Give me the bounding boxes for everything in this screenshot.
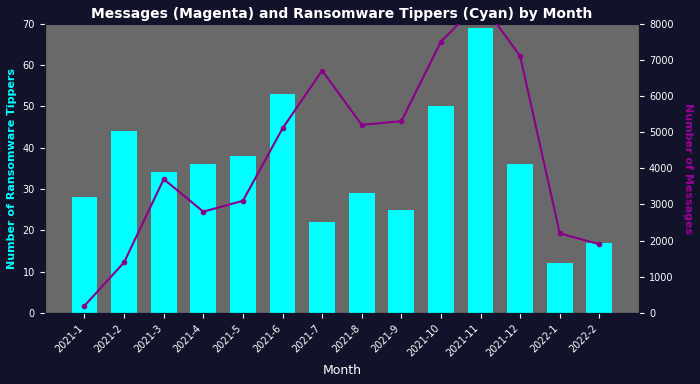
Bar [111,131,137,313]
Y-axis label: Number of Ransomware Tippers: Number of Ransomware Tippers [7,68,17,269]
Bar [150,172,176,313]
Title: Messages (Magenta) and Ransomware Tippers (Cyan) by Month: Messages (Magenta) and Ransomware Tipper… [91,7,593,21]
Bar [230,156,256,313]
Bar [547,263,573,313]
Y-axis label: Number of Messages: Number of Messages [683,103,693,234]
Bar [587,243,612,313]
Bar [508,164,533,313]
Bar [428,106,454,313]
Bar [349,193,375,313]
Bar [468,28,493,313]
Bar [389,210,414,313]
Bar [270,94,295,313]
Bar [71,197,97,313]
Bar [309,222,335,313]
Bar [190,164,216,313]
X-axis label: Month: Month [323,364,361,377]
